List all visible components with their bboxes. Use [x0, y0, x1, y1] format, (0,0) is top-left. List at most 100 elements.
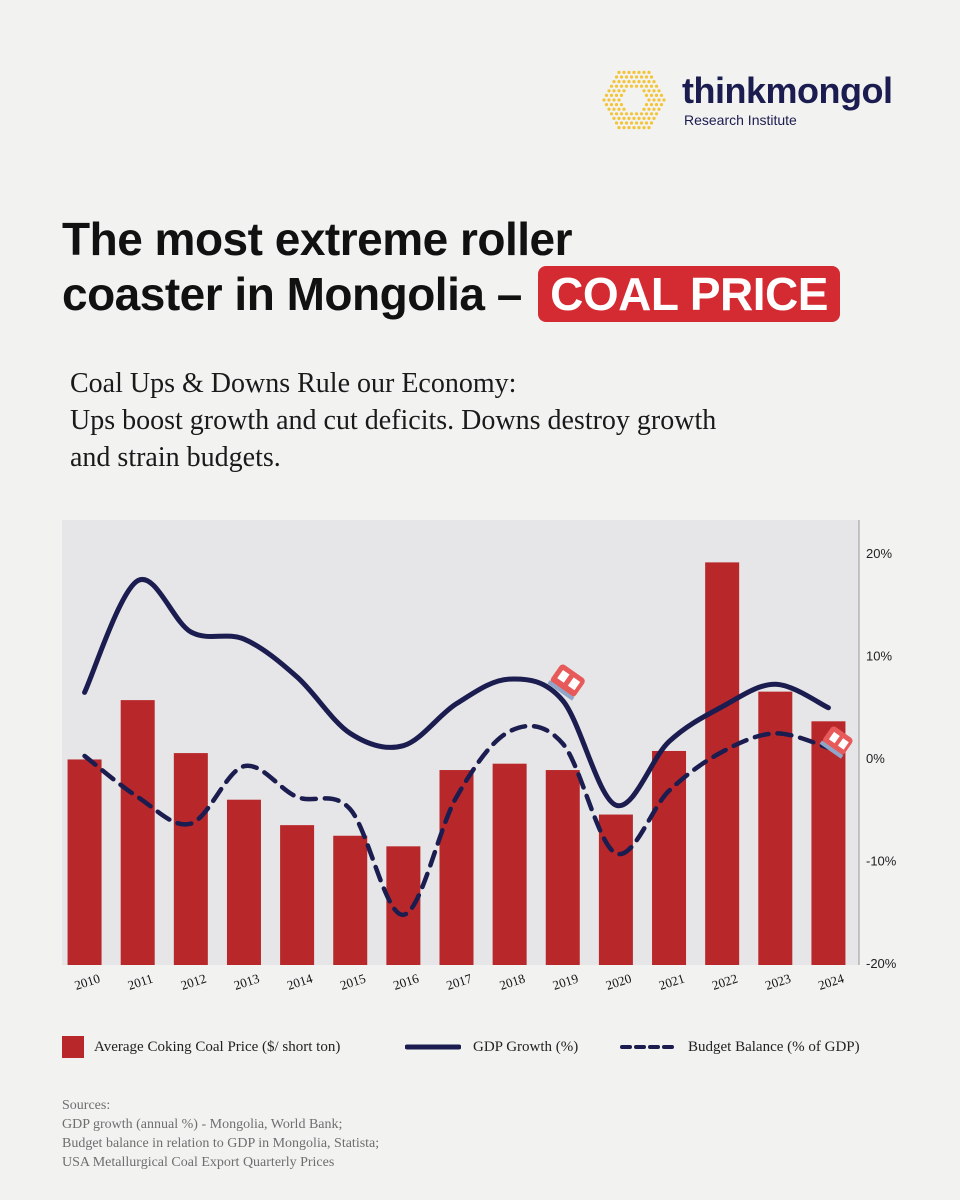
logo-dot	[609, 93, 614, 97]
logo-dot	[612, 116, 616, 120]
legend-item-budget-balance: Budget Balance (% of GDP)	[620, 1030, 860, 1064]
legend-label-budget-balance: Budget Balance (% of GDP)	[688, 1038, 860, 1055]
logo-dot	[654, 84, 659, 88]
logo-dot	[642, 80, 646, 84]
logo-dot	[644, 103, 649, 107]
logo-dot	[612, 107, 616, 111]
logo-dot	[607, 89, 611, 93]
logo-dot	[629, 75, 634, 79]
x-tick-label: 2017	[444, 970, 474, 992]
honeycomb-logo-icon	[602, 70, 666, 130]
x-tick-label: 2022	[710, 971, 739, 993]
logo-dot	[652, 80, 656, 84]
logo-dot	[619, 103, 624, 107]
logo-dot	[647, 126, 651, 130]
coal-price-bar-2021	[652, 750, 687, 965]
page-title: The most extreme roller coaster in Mongo…	[62, 212, 840, 322]
logo-dot	[639, 112, 644, 116]
logo-dot	[652, 116, 656, 120]
logo-dot	[614, 75, 619, 79]
logo-dot	[634, 84, 639, 88]
source-line-2: Budget balance in relation to GDP in Mon…	[62, 1136, 380, 1151]
logo-dot	[602, 98, 606, 102]
logo-dot	[644, 93, 649, 97]
x-tick-label: 2013	[232, 971, 261, 993]
logo-dot	[627, 126, 631, 130]
logo-dot	[654, 112, 659, 116]
legend-label-coal-price: Average Coking Coal Price ($/ short ton)	[94, 1038, 341, 1055]
logo-dot	[624, 84, 629, 88]
budget-balance-line	[82, 723, 831, 918]
logo-dot	[647, 107, 651, 111]
logo-dot	[622, 126, 626, 130]
logo-dot	[649, 93, 654, 97]
logo-dot	[619, 84, 624, 88]
logo-dot	[654, 103, 659, 107]
coal-price-bar-2012	[173, 753, 208, 965]
intro-line-2: Ups boost growth and cut deficits. Downs…	[70, 405, 717, 436]
logo-dot	[637, 126, 641, 130]
logo-dot	[617, 107, 621, 111]
logo-dot	[634, 75, 639, 79]
logo-dot	[647, 116, 651, 120]
chart-legend: Average Coking Coal Price ($/ short ton)…	[0, 1030, 960, 1064]
logo-dot	[632, 70, 636, 74]
logo-dot	[622, 107, 626, 111]
sources-note: Sources: GDP growth (annual %) - Mongoli…	[62, 1096, 662, 1172]
logo-dot	[619, 93, 624, 97]
title-highlight-badge: COAL PRICE	[538, 266, 840, 322]
logo-dot	[644, 75, 649, 79]
logo-dot	[617, 80, 621, 84]
coal-price-bar-2018	[492, 763, 527, 965]
y2-tick-label: 20%	[866, 546, 892, 561]
brand-name: thinkmongol	[682, 70, 893, 111]
brand-logo: thinkmongol Research Institute	[598, 64, 918, 136]
x-tick-label: 2015	[338, 971, 367, 993]
logo-dot	[614, 103, 619, 107]
logo-dot	[624, 75, 629, 79]
logo-dot	[657, 89, 661, 93]
logo-dot	[637, 80, 641, 84]
x-tick-label: 2014	[285, 970, 315, 992]
logo-dot	[629, 112, 634, 116]
intro-line-1: Coal Ups & Downs Rule our Economy:	[70, 368, 517, 399]
coal-price-bar-2017	[439, 770, 474, 965]
logo-dot	[614, 121, 619, 125]
legend-bar-swatch	[62, 1036, 84, 1058]
logo-dot	[642, 107, 646, 111]
x-tick-label: 2011	[126, 971, 155, 993]
source-line-1: GDP growth (annual %) - Mongolia, World …	[62, 1117, 343, 1132]
logo-dot	[622, 70, 626, 74]
logo-dot	[617, 98, 621, 102]
x-tick-label: 2020	[604, 971, 633, 993]
logo-dot	[617, 126, 621, 130]
x-tick-label: 2012	[179, 971, 208, 993]
logo-dot	[617, 70, 621, 74]
logo-dot	[637, 70, 641, 74]
x-tick-label: 2024	[816, 970, 846, 992]
source-line-3: USA Metallurgical Coal Export Quarterly …	[62, 1155, 335, 1170]
y2-tick-label: 10%	[866, 649, 892, 664]
logo-dot	[637, 116, 641, 120]
logo-dot	[649, 84, 654, 88]
logo-dot	[624, 121, 629, 125]
logo-dot	[644, 112, 649, 116]
coal-price-bar-2015	[333, 835, 368, 965]
logo-dot	[609, 112, 614, 116]
logo-dot	[619, 75, 624, 79]
logo-dot	[657, 107, 661, 111]
logo-dot	[642, 116, 646, 120]
logo-dot	[627, 70, 631, 74]
x-tick-label: 2019	[551, 971, 580, 993]
coal-price-bar-2023	[758, 691, 793, 965]
logo-dot	[622, 80, 626, 84]
legend-item-gdp-growth: GDP Growth (%)	[405, 1030, 578, 1064]
logo-dot	[614, 84, 619, 88]
intro-text: Coal Ups & Downs Rule our Economy: Ups b…	[70, 365, 910, 476]
logo-dot	[632, 126, 636, 130]
coal-price-bar-2014	[280, 825, 315, 965]
logo-dot	[632, 116, 636, 120]
legend-dashed-line-icon	[620, 1045, 676, 1049]
logo-dot	[657, 98, 661, 102]
brand-subtitle: Research Institute	[684, 112, 797, 128]
